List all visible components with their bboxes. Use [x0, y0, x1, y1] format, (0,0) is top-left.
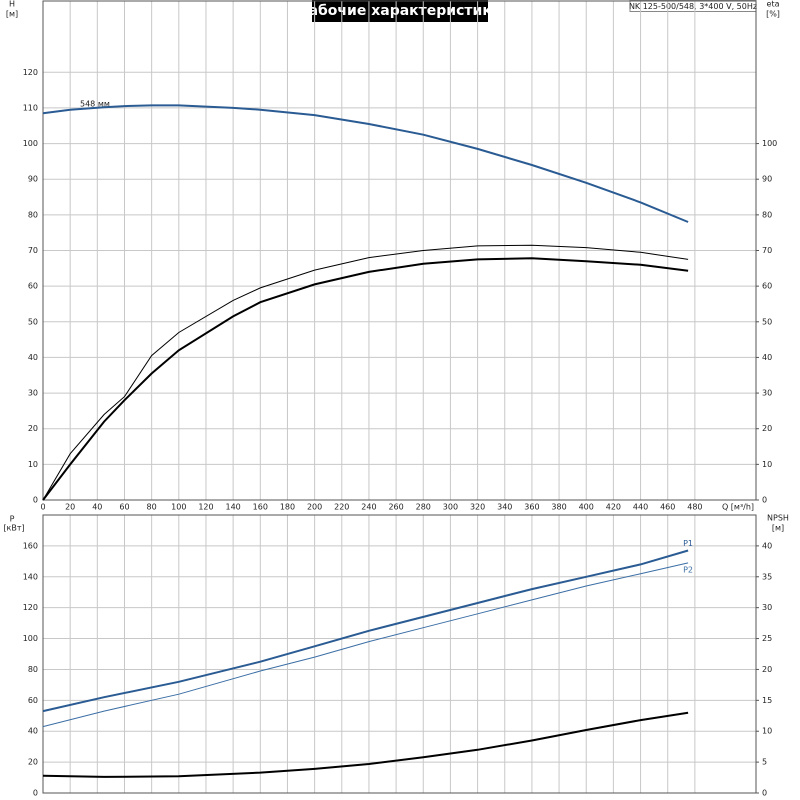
y2-tick-label: 15: [762, 696, 772, 705]
y-tick-label: 40: [28, 727, 38, 736]
y2-tick-label: 40: [762, 353, 772, 362]
title-box: [312, 0, 488, 22]
x-tick-label: 280: [416, 503, 431, 512]
y-tick-label: 20: [28, 758, 38, 767]
y2-tick-label: 60: [762, 282, 772, 291]
y2-tick-label: 10: [762, 727, 772, 736]
series-line: [42, 104, 689, 223]
x-tick-label: 220: [334, 503, 349, 512]
curve-label: 548 мм: [80, 100, 110, 109]
y2-axis-unit: [%]: [766, 10, 780, 19]
series-line: [42, 562, 689, 728]
y-tick-label: 40: [28, 353, 38, 362]
y2-tick-label: 10: [762, 460, 772, 469]
x-tick-label: 40: [92, 503, 102, 512]
plot-frame: [42, 514, 757, 794]
y-axis-label: P: [10, 515, 15, 524]
y-axis-label: H: [9, 0, 15, 9]
y2-tick-label: 50: [762, 317, 772, 326]
y-tick-label: 90: [28, 175, 38, 184]
x-tick-label: 60: [119, 503, 129, 512]
y2-tick-label: 100: [762, 139, 777, 148]
y-tick-label: 20: [28, 424, 38, 433]
x-tick-label: 320: [470, 503, 485, 512]
y-tick-label: 70: [28, 246, 38, 255]
x-tick-label: 80: [147, 503, 157, 512]
y-tick-label: 100: [23, 634, 38, 643]
y-tick-label: 110: [23, 103, 38, 112]
y-tick-label: 100: [23, 139, 38, 148]
y-tick-label: 10: [28, 460, 38, 469]
x-tick-label: 440: [633, 503, 648, 512]
x-tick-label: 120: [198, 503, 213, 512]
series-label: P1: [683, 539, 693, 548]
y-tick-label: 120: [23, 68, 38, 77]
series-line: [42, 257, 689, 501]
y-tick-label: 30: [28, 389, 38, 398]
x-tick-label: 400: [579, 503, 594, 512]
y2-tick-label: 0: [762, 496, 767, 505]
x-tick-label: 360: [524, 503, 539, 512]
series-line: [42, 549, 689, 713]
y2-tick-label: 25: [762, 634, 772, 643]
model-label: NK 125-500/548, 3*400 V, 50Hz: [629, 2, 757, 11]
y-tick-label: 0: [33, 789, 38, 798]
y-tick-label: 50: [28, 317, 38, 326]
x-tick-label: 480: [687, 503, 702, 512]
y2-tick-label: 30: [762, 389, 772, 398]
y2-axis-unit: [м]: [772, 524, 784, 533]
x-axis-label: Q [м³/h]: [722, 503, 754, 512]
x-tick-label: 0: [40, 503, 45, 512]
x-tick-label: 140: [225, 503, 240, 512]
x-tick-label: 100: [171, 503, 186, 512]
plot-frame: [42, 0, 757, 501]
y2-tick-label: 90: [762, 175, 772, 184]
y-axis-unit: [кВт]: [3, 524, 24, 533]
y-tick-label: 0: [33, 496, 38, 505]
y-tick-label: 120: [23, 603, 38, 612]
y2-tick-label: 5: [762, 758, 767, 767]
y2-tick-label: 80: [762, 210, 772, 219]
y-axis-unit: [м]: [6, 10, 18, 19]
y2-tick-label: 20: [762, 665, 772, 674]
x-tick-label: 160: [253, 503, 268, 512]
series-line: [42, 244, 689, 501]
x-tick-label: 300: [443, 503, 458, 512]
x-tick-label: 20: [65, 503, 75, 512]
y2-axis-label: NPSH: [767, 514, 789, 523]
y2-tick-label: 0: [762, 789, 767, 798]
y-tick-label: 80: [28, 210, 38, 219]
y-tick-label: 160: [23, 541, 38, 550]
x-tick-label: 200: [307, 503, 322, 512]
y2-axis-label: eta: [767, 0, 780, 9]
y-tick-label: 80: [28, 665, 38, 674]
x-tick-label: 260: [388, 503, 403, 512]
series-line: [42, 711, 689, 778]
x-tick-label: 240: [361, 503, 376, 512]
y-tick-label: 140: [23, 572, 38, 581]
y2-tick-label: 40: [762, 541, 772, 550]
y2-tick-label: 35: [762, 572, 772, 581]
x-tick-label: 180: [280, 503, 295, 512]
y-tick-label: 60: [28, 696, 38, 705]
x-tick-label: 380: [551, 503, 566, 512]
y2-tick-label: 70: [762, 246, 772, 255]
x-tick-label: 460: [660, 503, 675, 512]
y-tick-label: 60: [28, 282, 38, 291]
chart-title: Рабочие характеристики: [298, 3, 501, 19]
series-label: P2: [683, 565, 693, 574]
x-tick-label: 340: [497, 503, 512, 512]
y2-tick-label: 20: [762, 424, 772, 433]
y2-tick-label: 30: [762, 603, 772, 612]
x-tick-label: 420: [606, 503, 621, 512]
